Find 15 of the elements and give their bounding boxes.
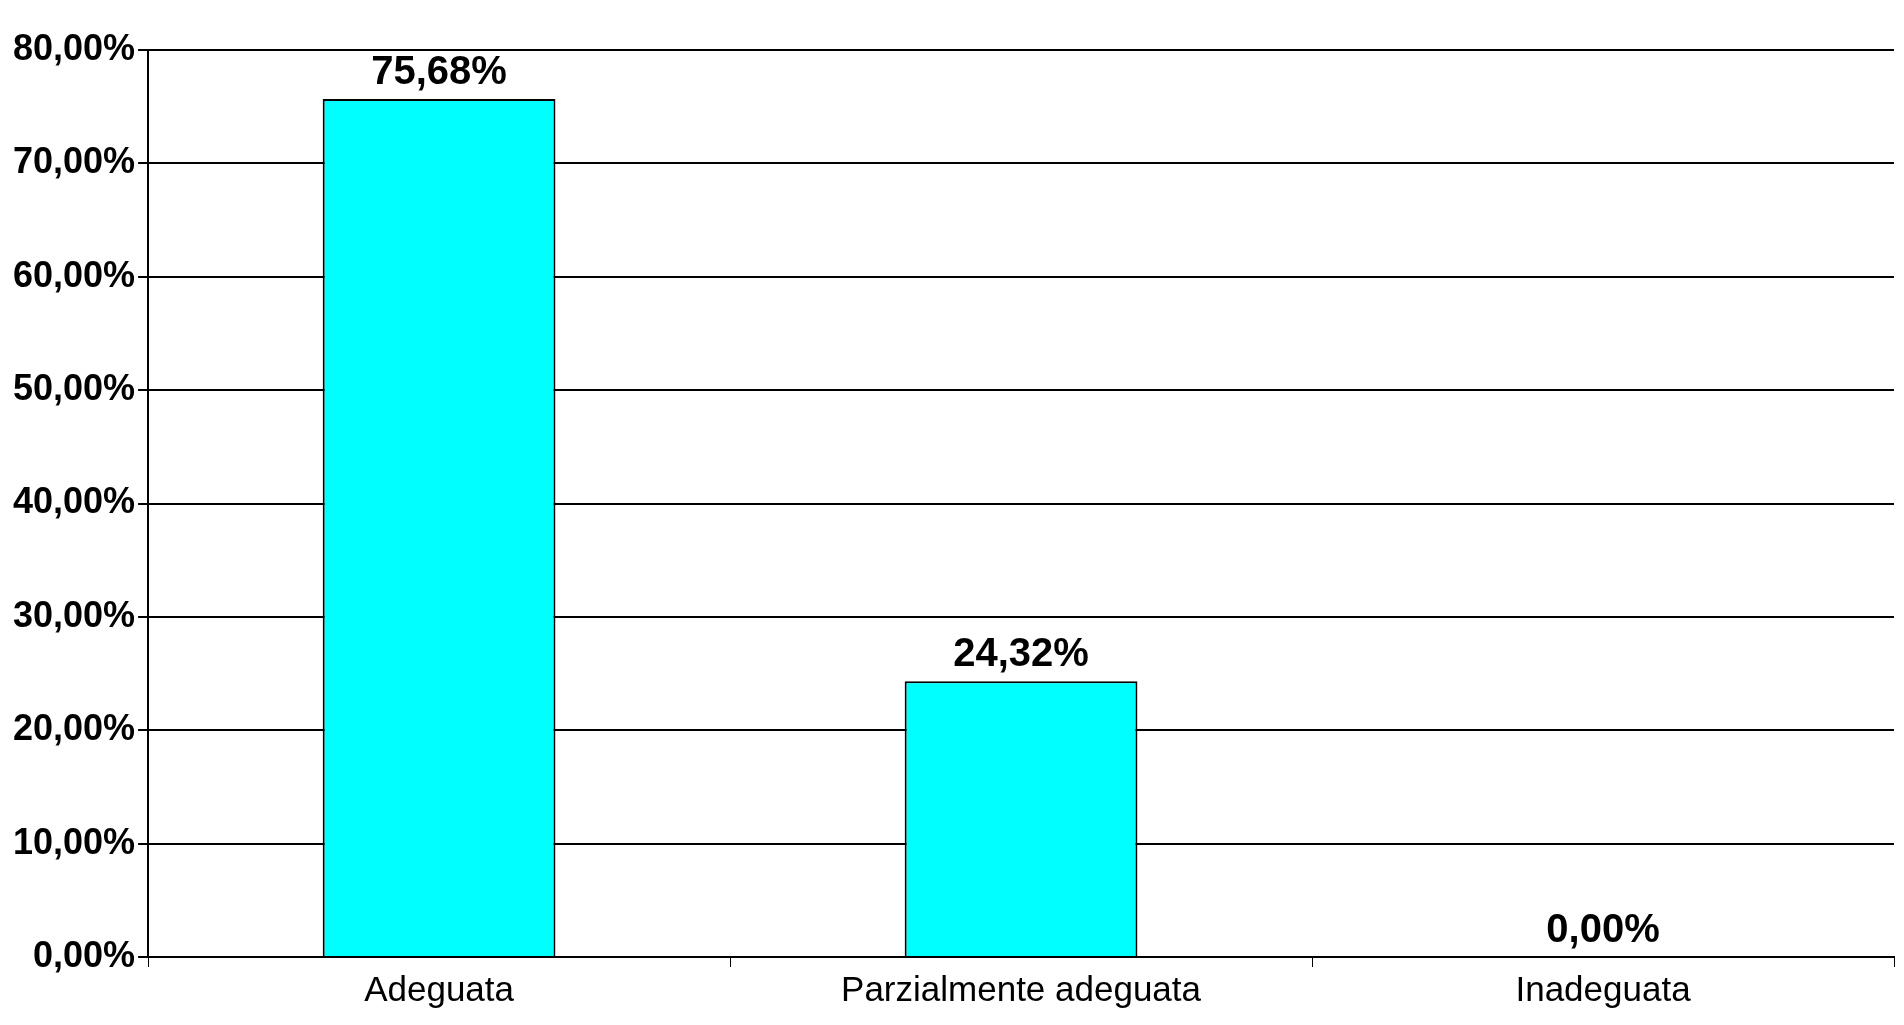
data-label: 24,32% [953, 630, 1089, 675]
data-label: 0,00% [1546, 906, 1660, 951]
y-tick-label: 10,00% [12, 820, 136, 862]
x-tick-label: Inadeguata [1515, 968, 1692, 1008]
x-tick-label: Adeguata [364, 968, 515, 1008]
x-tick-label: Parzialmente adeguata [841, 968, 1202, 1008]
data-label: 75,68% [371, 48, 507, 93]
y-tick-label: 0,00% [33, 933, 136, 975]
y-tick-label: 20,00% [12, 707, 136, 749]
y-tick-label: 40,00% [12, 480, 136, 522]
y-tick-label: 60,00% [12, 253, 136, 295]
y-tick-label: 50,00% [12, 367, 136, 409]
y-tick-label: 30,00% [12, 593, 136, 635]
y-tick-label: 70,00% [12, 140, 136, 182]
y-tick-label: 80,00% [12, 26, 136, 68]
